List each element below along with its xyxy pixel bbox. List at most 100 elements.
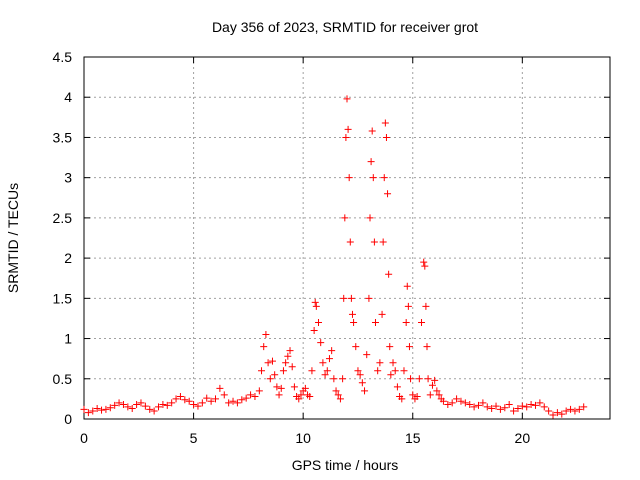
data-point [448,399,456,407]
data-point [306,392,314,400]
data-point [549,411,557,419]
chart-title: Day 356 of 2023, SRMTID for receiver gro… [212,19,478,35]
data-point [367,158,375,166]
data-point [133,401,141,409]
data-point [271,371,279,379]
data-point [483,403,491,411]
data-point [128,405,136,413]
data-point [553,409,561,417]
data-point [344,125,352,133]
data-point [260,343,268,351]
data-point [431,376,439,384]
data-point [311,298,319,306]
data-point [155,403,163,411]
data-point [190,401,198,409]
data-point [273,383,281,391]
y-tick-label: 0.5 [53,371,73,387]
data-point [386,343,394,351]
data-point [137,399,145,407]
data-points [80,95,588,419]
data-point [247,391,255,399]
data-point [457,397,465,405]
data-point [163,401,171,409]
data-point [380,174,388,182]
data-point [321,371,329,379]
data-point [317,339,325,347]
data-point [275,391,283,399]
data-point [391,367,399,375]
data-point [523,403,531,411]
y-tick-labels: 0 0.5 1 1.5 2 2.5 3 3.5 4 4.5 [53,49,73,427]
data-point [439,397,447,405]
x-tick-labels: 0 5 10 15 20 [80,430,530,446]
data-point [284,352,292,360]
data-point [288,363,296,371]
data-point [518,402,526,410]
x-tick-label: 20 [515,430,531,446]
data-point [531,401,539,409]
data-point [233,399,241,407]
data-point [330,375,338,383]
data-point [339,375,347,383]
data-point [342,133,350,141]
x-tick-label: 5 [190,430,198,446]
data-point [301,384,309,392]
data-point [424,375,432,383]
data-point [315,318,323,326]
data-point [258,367,266,375]
x-tick-label: 15 [405,430,421,446]
data-point [185,397,193,405]
data-point [168,399,176,407]
data-point [496,405,504,413]
y-tick-label: 1 [64,331,72,347]
data-point [407,375,415,383]
data-point [336,395,344,403]
data-point [366,214,374,222]
plot-frame [83,56,611,420]
data-point [172,395,180,403]
data-point [238,396,246,404]
data-point [453,395,461,403]
data-point [242,394,250,402]
data-point [426,391,434,399]
data-point [216,384,224,392]
data-point [479,399,487,407]
data-point [461,399,469,407]
data-point [558,410,566,418]
y-tick-label: 1.5 [53,290,73,306]
data-point [308,367,316,375]
data-point [536,399,544,407]
data-point [266,375,274,383]
data-point [268,357,276,365]
data-point [207,397,215,405]
data-point [562,407,570,415]
data-point [433,387,441,395]
data-point [382,133,390,141]
data-point [405,343,413,351]
data-point [371,318,379,326]
data-point [277,384,285,392]
data-point [580,403,588,411]
data-point [413,392,421,400]
y-tick-label: 4.5 [53,49,73,65]
data-point [111,401,119,409]
data-point [332,387,340,395]
x-tick-label: 0 [80,430,88,446]
y-tick-label: 2 [64,250,72,266]
data-point [124,403,132,411]
data-point [323,367,331,375]
data-point [115,399,123,407]
data-point [545,407,553,415]
data-point [290,383,298,391]
data-point [404,302,412,310]
data-point [310,327,318,335]
data-point [381,119,389,127]
data-point [328,347,336,355]
data-point [488,405,496,413]
data-point [571,407,579,415]
data-point [527,401,535,409]
data-point [370,238,378,246]
data-point [325,355,333,363]
